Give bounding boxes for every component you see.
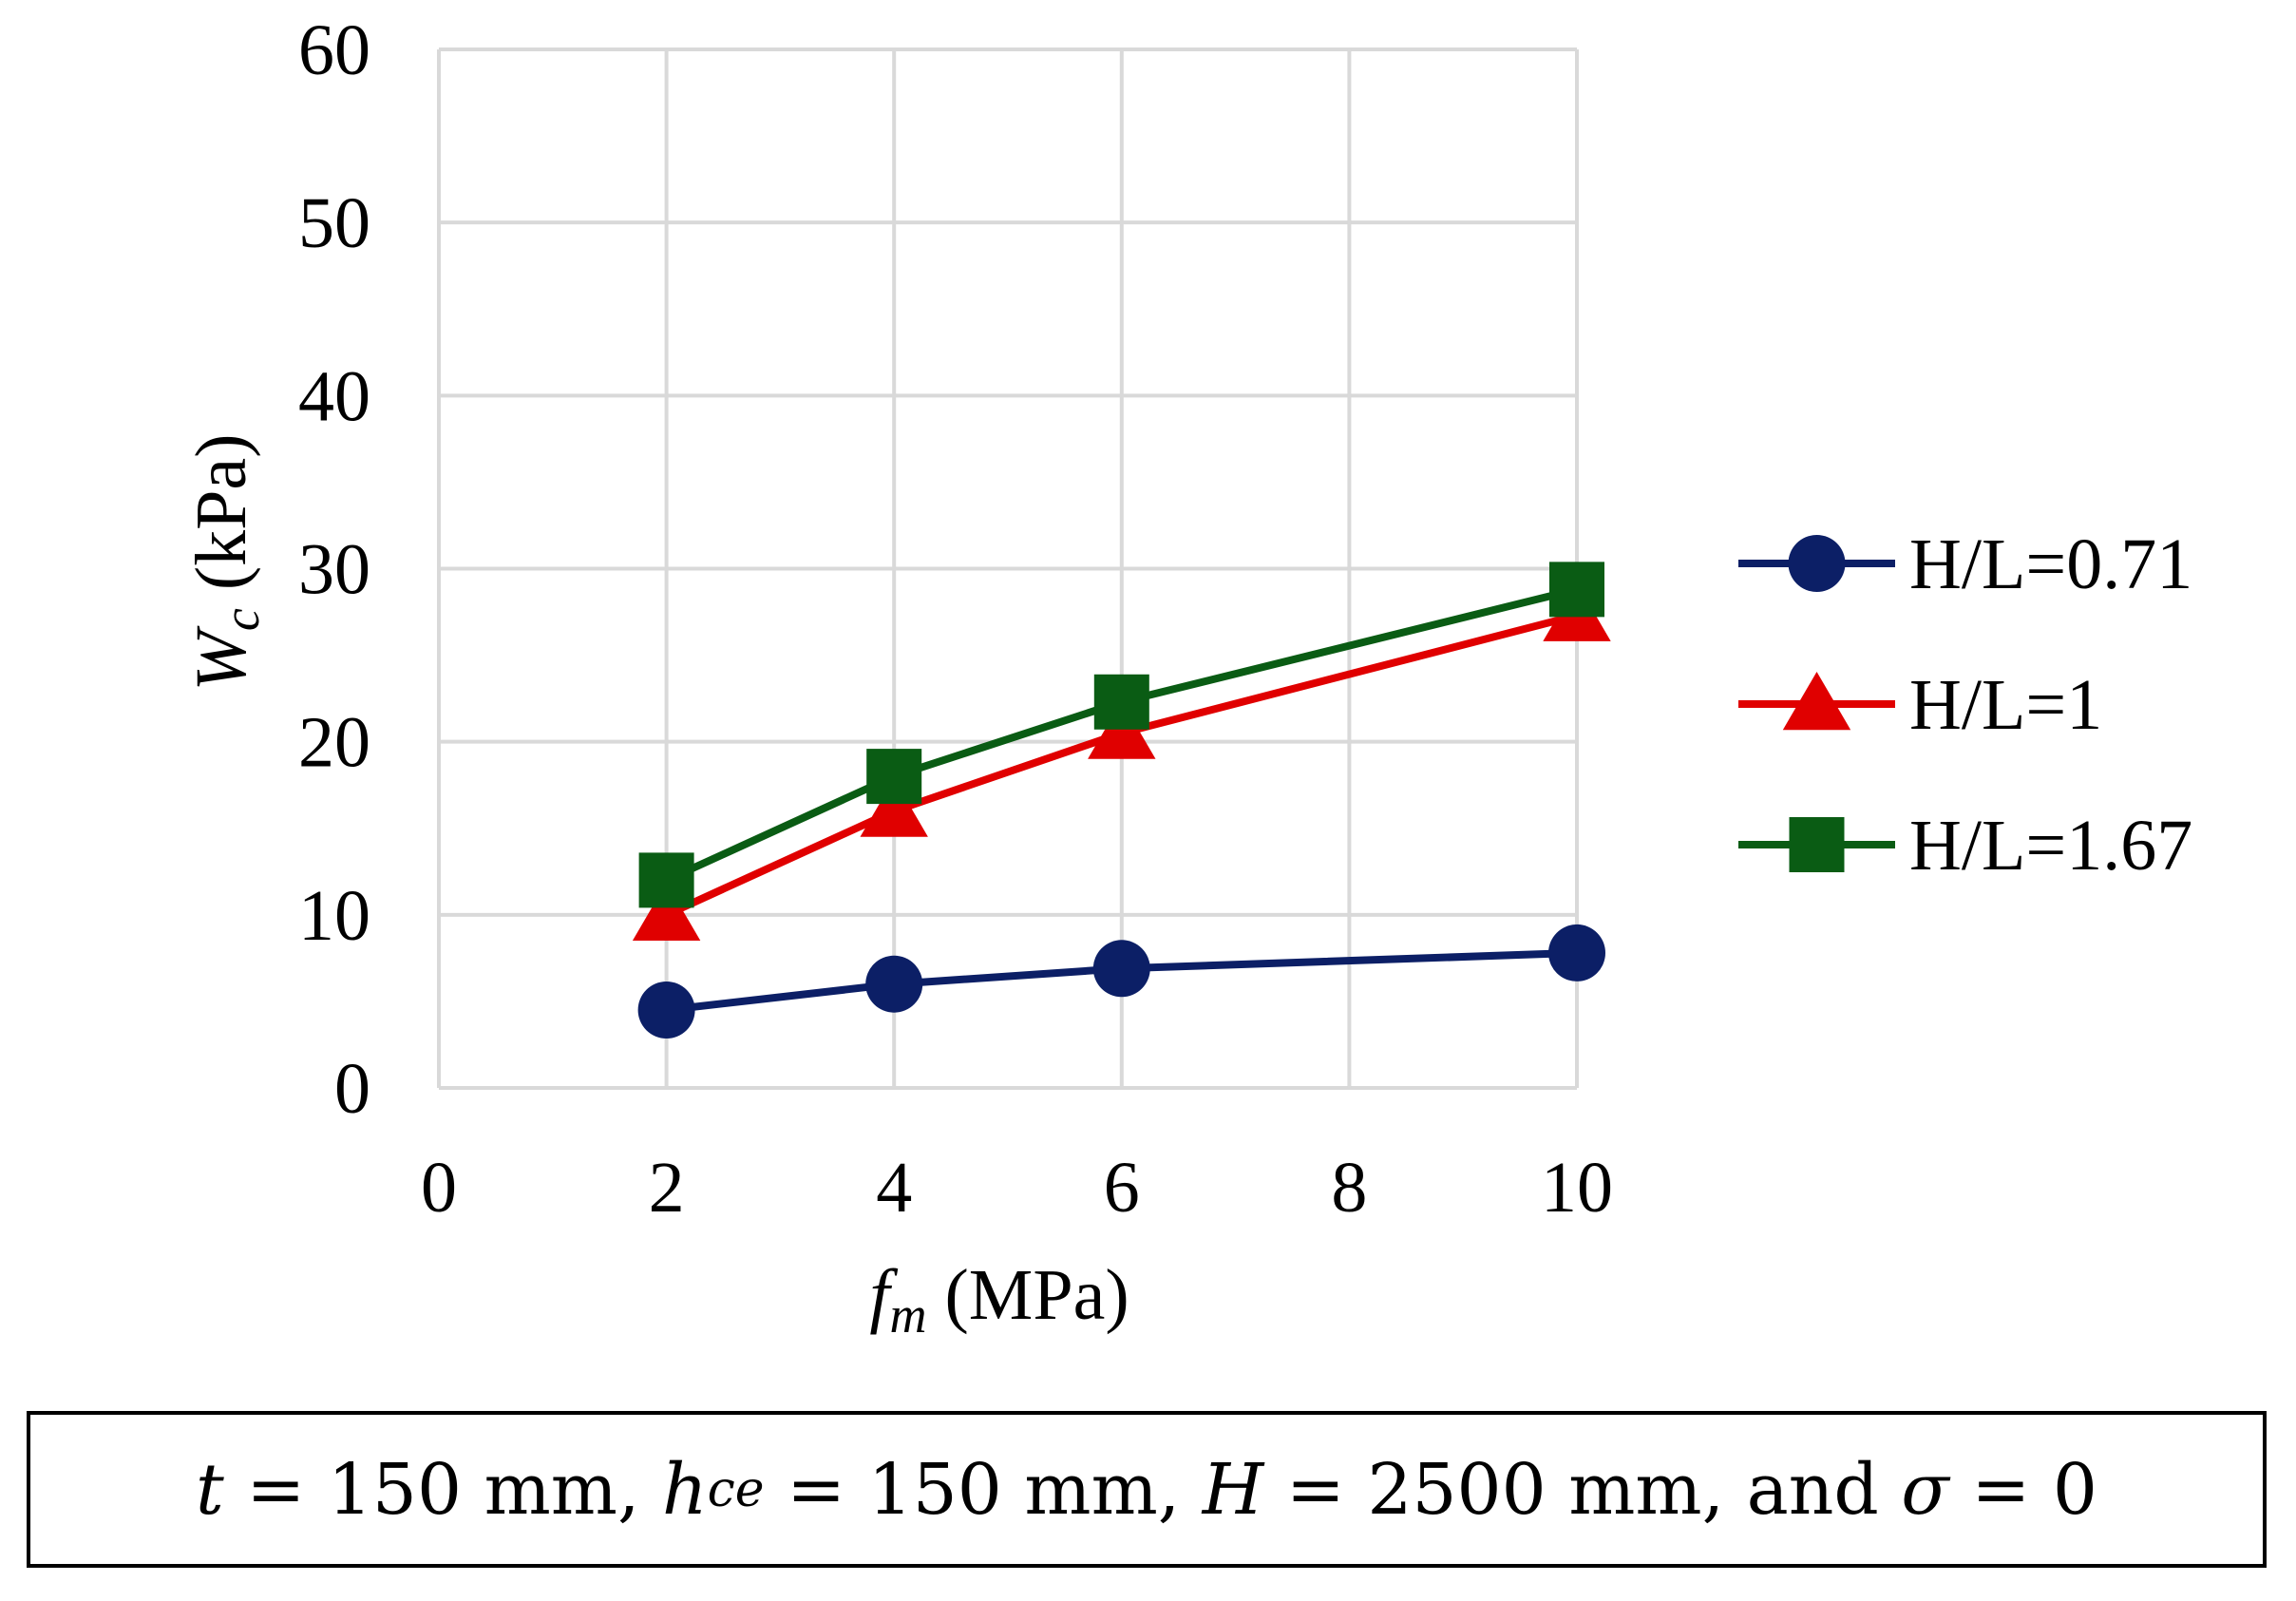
x-tick-label: 10 <box>1541 1148 1613 1228</box>
data-point <box>860 778 928 837</box>
legend-marker <box>1789 817 1845 872</box>
data-point <box>1088 700 1156 759</box>
series-line <box>666 948 1578 1014</box>
legend-label: H/L=1.67 <box>1909 806 2192 886</box>
series-line <box>664 611 1579 919</box>
note-h-symbol: h <box>662 1448 708 1531</box>
legend-label: H/L=0.71 <box>1909 524 2192 604</box>
series-line <box>664 585 1578 885</box>
y-tick-label: 0 <box>334 1049 370 1129</box>
y-tick-label: 10 <box>298 876 370 956</box>
data-point <box>1548 924 1605 982</box>
parameter-note: t = 150 mm, h ce = 150 mm, H = 2500 mm, a… <box>27 1411 2267 1568</box>
y-tick-label: 50 <box>298 183 370 263</box>
x-axis-label: fm (MPa) <box>869 1255 1129 1344</box>
legend-entry: H/L=0.71 <box>1738 524 2192 604</box>
note-sigma-value: = 0 <box>1948 1448 2097 1531</box>
x-tick-label: 4 <box>876 1148 912 1228</box>
y-tick-label: 20 <box>298 703 370 783</box>
series-h-l-1-67 <box>638 562 1604 908</box>
data-point <box>1093 674 1149 730</box>
y-axis-symbol: W <box>181 624 261 691</box>
x-axis-subscript: m <box>889 1287 926 1344</box>
x-tick-label: 6 <box>1104 1148 1140 1228</box>
legend-entry: H/L=1 <box>1738 665 2102 745</box>
data-point <box>632 882 701 942</box>
data-point <box>638 852 694 908</box>
y-axis-ticks: 0 10 20 30 40 50 60 <box>298 10 370 1129</box>
note-H-value: = 2500 mm, and <box>1263 1448 1902 1531</box>
data-point <box>865 955 923 1013</box>
series-layer <box>632 562 1611 1039</box>
x-tick-label: 2 <box>649 1148 685 1228</box>
data-point <box>1549 562 1604 618</box>
note-t-symbol: t <box>196 1448 224 1531</box>
grid-lines <box>437 48 1579 1090</box>
y-axis-unit: (kPa) <box>181 434 261 609</box>
x-axis-unit: (MPa) <box>926 1255 1129 1335</box>
legend-entry: H/L=1.67 <box>1738 806 2192 886</box>
legend: H/L=0.71 H/L=1 H/L=1.67 <box>1738 524 2192 886</box>
legend-label: H/L=1 <box>1909 665 2102 745</box>
y-axis-label: Wc (kPa) <box>181 434 270 692</box>
x-tick-label: 8 <box>1331 1148 1367 1228</box>
data-point <box>1092 940 1150 998</box>
x-axis-ticks: 0 2 4 6 8 10 <box>421 1148 1613 1228</box>
series-h-l-0-71 <box>637 924 1605 1039</box>
note-t-value: = 150 mm, <box>223 1448 662 1531</box>
y-tick-label: 60 <box>298 10 370 90</box>
data-point <box>866 749 922 805</box>
data-point <box>637 982 695 1039</box>
y-tick-label: 30 <box>298 530 370 610</box>
note-h-value: = 150 mm, <box>764 1448 1203 1531</box>
y-axis-subscript: c <box>213 608 270 631</box>
note-H-symbol: H <box>1202 1448 1264 1531</box>
legend-marker <box>1788 535 1846 592</box>
note-sigma-symbol: σ <box>1901 1448 1949 1531</box>
y-tick-label: 40 <box>298 356 370 436</box>
x-tick-label: 0 <box>421 1148 457 1228</box>
legend-marker <box>1782 672 1851 731</box>
